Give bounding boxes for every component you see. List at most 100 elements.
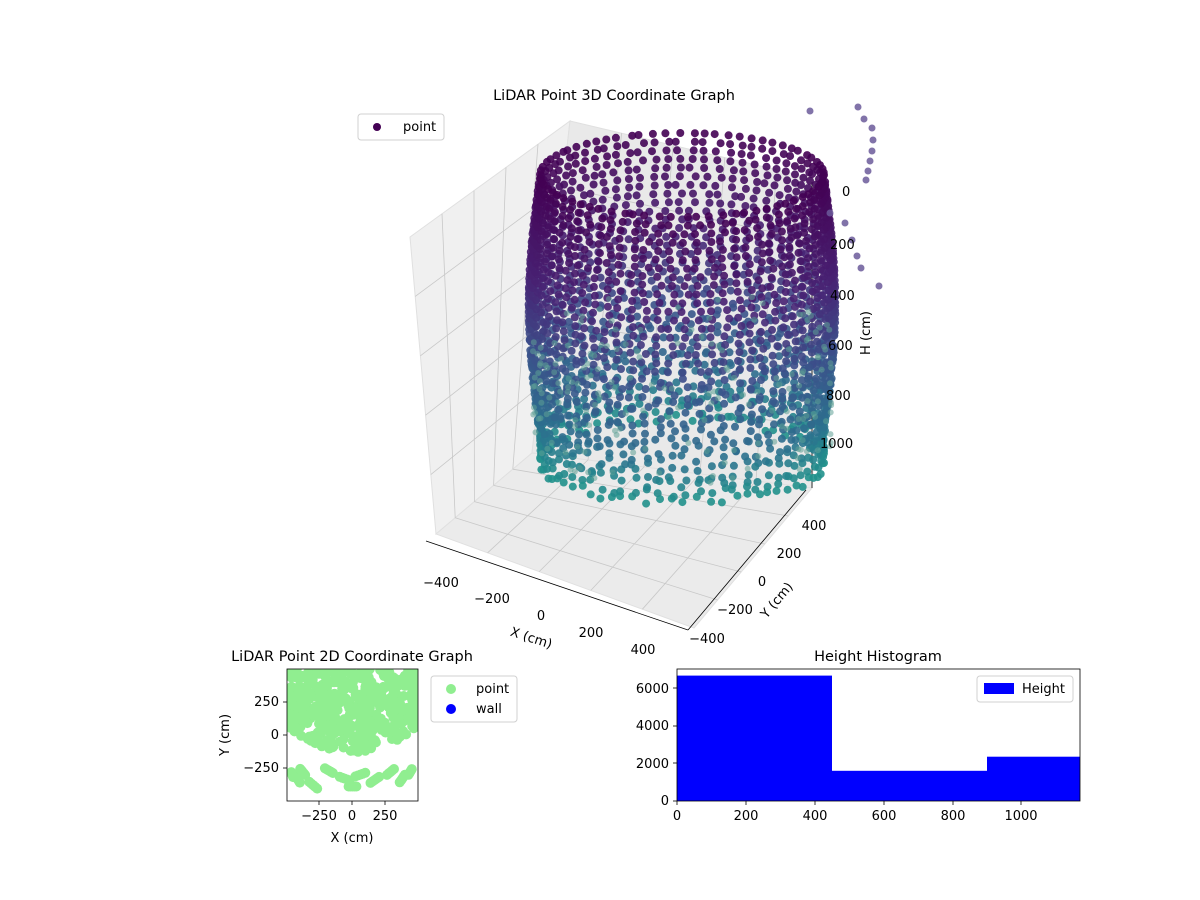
point-3d	[778, 236, 787, 245]
point-3d	[603, 343, 610, 349]
point-3d	[644, 473, 652, 481]
point-2d	[345, 745, 356, 756]
point-3d	[644, 290, 653, 299]
point-2d	[347, 736, 358, 747]
point-3d	[598, 214, 607, 223]
point-3d	[653, 272, 662, 281]
point-2d	[360, 767, 371, 778]
point-3d	[751, 215, 760, 224]
point-3d	[640, 437, 649, 446]
point-3d	[755, 415, 764, 424]
point-3d-outlier	[806, 107, 814, 115]
y-tick-label: 4000	[636, 719, 669, 734]
point-3d	[765, 438, 774, 447]
point-3d	[557, 388, 564, 395]
point-3d	[620, 437, 629, 446]
point-3d	[688, 155, 697, 163]
point-3d	[758, 240, 767, 249]
point-3d	[740, 208, 749, 217]
point-3d	[790, 361, 799, 370]
point-3d	[717, 414, 726, 423]
point-3d	[697, 487, 705, 496]
point-3d	[609, 168, 618, 177]
point-3d	[568, 482, 577, 491]
point-3d	[748, 346, 757, 355]
y-tick-label: −200	[717, 603, 753, 618]
point-3d	[809, 437, 818, 446]
point-3d	[566, 427, 575, 436]
point-3d	[551, 271, 560, 280]
point-3d	[584, 264, 592, 273]
point-3d	[538, 399, 545, 406]
point-3d	[782, 340, 791, 348]
point-3d	[694, 359, 703, 368]
point-3d	[731, 422, 739, 431]
point-3d	[599, 144, 608, 153]
point-3d	[667, 434, 676, 443]
point-3d	[747, 303, 756, 312]
point-3d	[599, 317, 608, 326]
point-3d	[605, 398, 614, 407]
point-3d	[582, 414, 591, 422]
point-3d	[737, 150, 746, 158]
point-3d	[676, 275, 684, 284]
point-3d	[651, 435, 660, 444]
point-3d	[771, 438, 778, 445]
point-3d	[736, 415, 745, 424]
point-3d	[779, 423, 786, 430]
point-3d	[731, 393, 740, 402]
point-3d	[762, 162, 771, 171]
point-3d	[565, 259, 574, 267]
point-3d	[699, 146, 708, 155]
point-3d	[804, 254, 812, 263]
point-3d	[813, 337, 821, 346]
point-3d	[571, 339, 580, 348]
point-3d	[555, 380, 562, 387]
point-2d	[398, 691, 409, 701]
point-3d	[602, 161, 611, 169]
point-3d	[696, 273, 705, 282]
y-ticks-2d	[283, 701, 287, 769]
point-3d	[734, 408, 743, 417]
point-3d	[607, 207, 616, 216]
point-3d	[582, 402, 591, 411]
point-3d	[792, 187, 801, 196]
point-3d	[747, 286, 756, 294]
point-3d	[546, 287, 555, 296]
point-3d	[589, 360, 598, 369]
y-tick-labels: 400 200 0 −200 −400	[689, 519, 826, 647]
point-3d	[789, 294, 798, 303]
point-3d	[761, 318, 769, 327]
point-3d	[616, 287, 625, 296]
point-3d	[626, 415, 635, 424]
point-3d	[732, 227, 741, 236]
point-3d	[808, 279, 817, 287]
point-3d	[706, 290, 715, 298]
point-3d	[700, 129, 709, 138]
point-3d	[641, 429, 649, 438]
point-3d	[651, 350, 660, 359]
legend-box	[357, 113, 445, 141]
point-3d	[800, 273, 808, 282]
point-3d	[626, 149, 635, 158]
point-3d	[790, 162, 799, 171]
point-3d	[704, 367, 713, 376]
point-3d	[585, 238, 594, 247]
point-3d	[681, 333, 689, 342]
point-3d	[664, 181, 673, 189]
point-3d	[637, 358, 646, 367]
point-3d	[730, 262, 739, 271]
point-3d	[615, 243, 624, 252]
point-3d	[744, 465, 751, 472]
point-3d	[816, 324, 823, 331]
point-3d	[716, 139, 725, 148]
point-3d	[706, 390, 713, 397]
point-3d	[552, 438, 561, 447]
point-3d	[785, 346, 792, 353]
point-3d	[553, 281, 562, 290]
point-3d	[605, 449, 614, 458]
point-3d	[550, 235, 559, 244]
point-3d	[642, 499, 651, 508]
point-3d	[640, 407, 647, 414]
point-3d	[593, 426, 602, 434]
